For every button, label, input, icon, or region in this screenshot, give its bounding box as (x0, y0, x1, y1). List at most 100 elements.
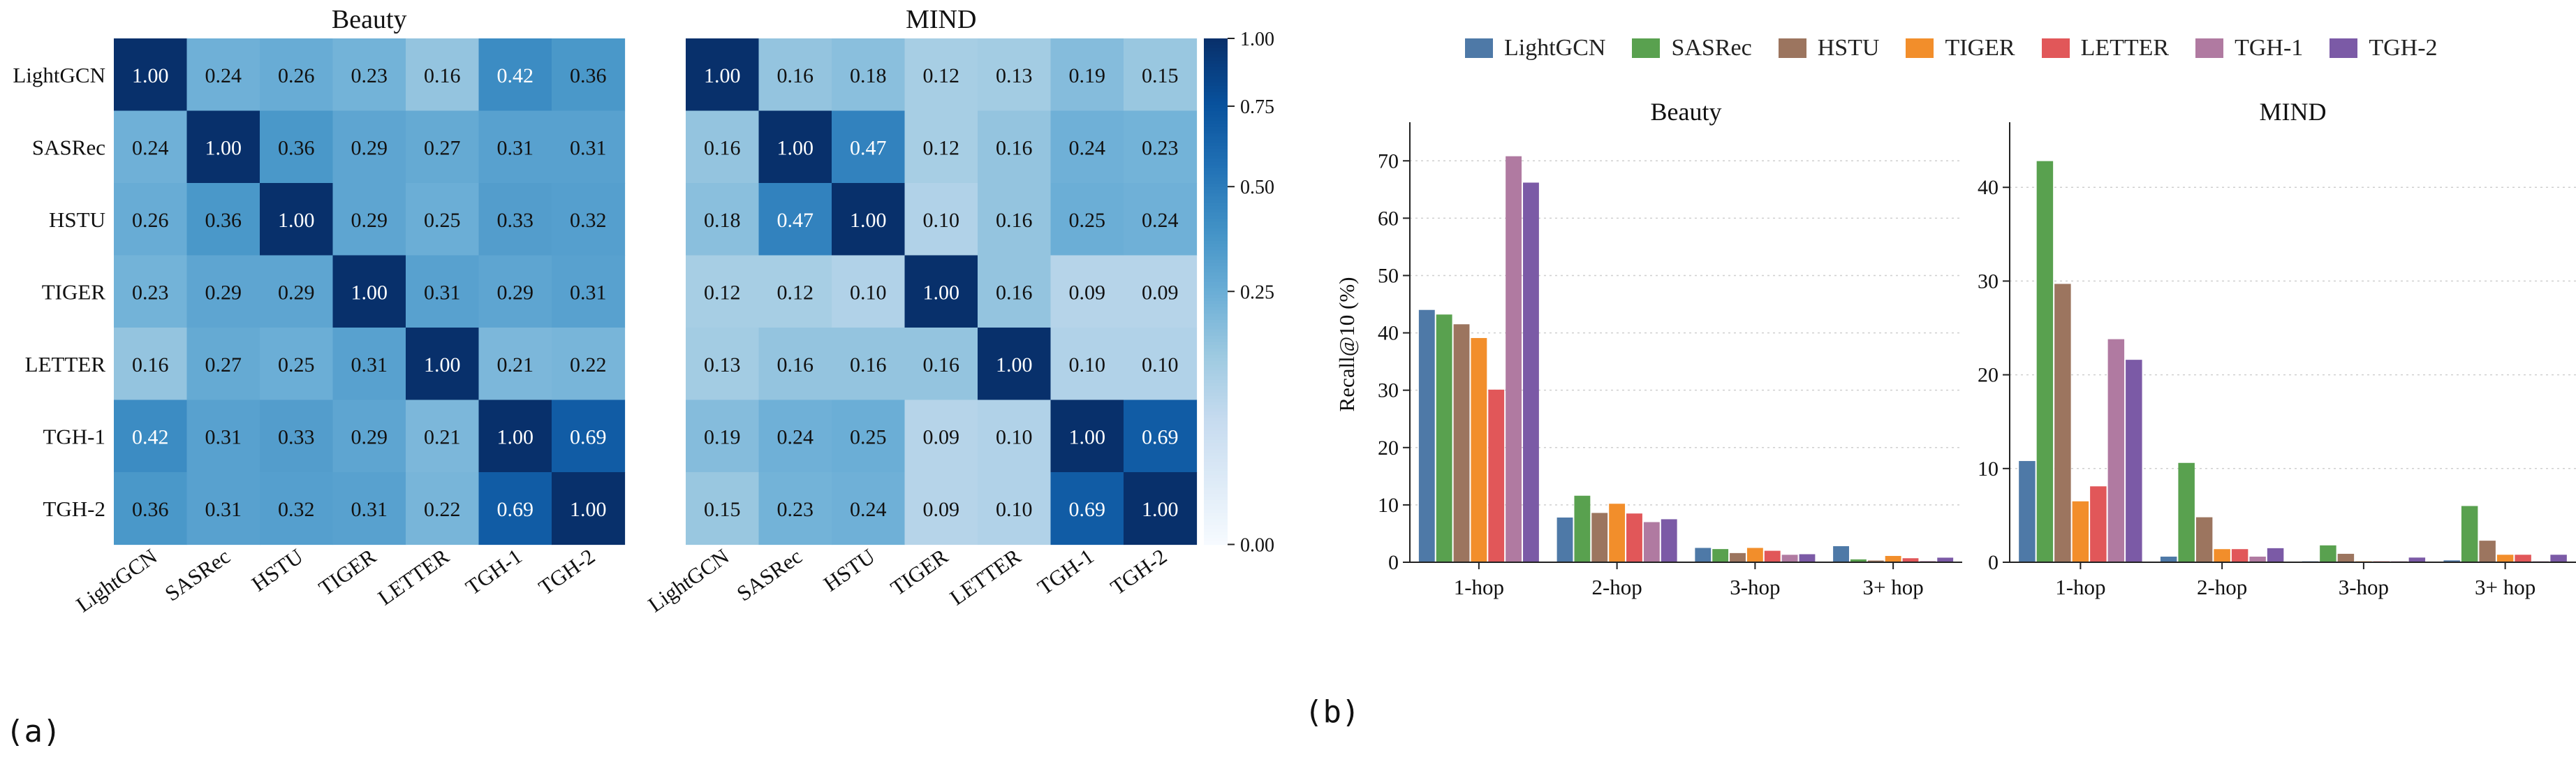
colorbar-segment-148 (1204, 506, 1228, 511)
y-axis-label-0: Recall@10 (%) (1334, 277, 1359, 412)
heatmap-cell-label-1-0-1: 0.16 (777, 64, 814, 87)
heatmap-cell-0-3-4 (406, 255, 480, 328)
colorbar-segment-41 (1204, 168, 1228, 172)
heatmap-cell-1-0-2 (832, 38, 906, 112)
heatmap-cell-0-1-4 (406, 110, 480, 184)
heatmap-cell-1-6-0 (686, 472, 760, 545)
legend-swatch (1465, 38, 1493, 58)
heatmap-cell-1-3-3 (904, 255, 978, 328)
heatmap-cell-0-6-1 (186, 472, 260, 545)
heatmap-cell-1-5-4 (978, 400, 1052, 473)
bar-0-1-3 (1850, 559, 1867, 562)
colorbar-segment-0 (1204, 38, 1228, 43)
heatmap-col-label-0-4: LETTER (374, 543, 454, 610)
colorbar-segment-146 (1204, 500, 1228, 504)
colorbar-segment-5 (1204, 54, 1228, 58)
legend-swatch (1778, 38, 1806, 58)
bar-0-5-1 (1643, 522, 1660, 562)
heatmap-col-label-1-2: HSTU (819, 544, 879, 596)
colorbar-segment-123 (1204, 427, 1228, 432)
colorbar-segment-158 (1204, 538, 1228, 542)
legend-swatch (2195, 38, 2224, 58)
panel-label-b: (b) (1304, 694, 1360, 730)
heatmap-col-label-0-0: LightGCN (72, 544, 162, 617)
colorbar-segment-56 (1204, 215, 1228, 219)
colorbar-segment-117 (1204, 408, 1228, 413)
heatmap-cell-1-4-4 (978, 328, 1052, 401)
y-tick-label-0-6: 60 (1378, 207, 1399, 230)
colorbar-segment-36 (1204, 152, 1228, 156)
heatmap-cell-label-1-6-0: 0.15 (704, 498, 741, 521)
heatmap-cell-label-1-3-1: 0.12 (777, 281, 814, 304)
heatmap-cell-1-3-2 (832, 255, 906, 328)
heatmap-cell-label-1-3-0: 0.12 (704, 281, 741, 304)
bar-0-0-2 (1695, 548, 1712, 562)
colorbar-segment-98 (1204, 348, 1228, 353)
heatmap-cell-1-0-6 (1124, 38, 1198, 112)
colorbar-segment-19 (1204, 98, 1228, 103)
legend-label: LETTER (2080, 35, 2170, 61)
colorbar-segment-25 (1204, 117, 1228, 122)
heatmap-cell-0-6-0 (114, 472, 188, 545)
heatmap-cell-label-0-0-0: 1.00 (132, 64, 169, 87)
colorbar-segment-102 (1204, 360, 1228, 365)
legend-item: TIGER (1906, 35, 2015, 61)
heatmap-cell-1-0-5 (1050, 38, 1124, 112)
colorbar-segment-7 (1204, 60, 1228, 65)
colorbar-segment-150 (1204, 513, 1228, 517)
colorbar-segment-73 (1204, 269, 1228, 273)
heatmap-cell-label-0-4-5: 0.21 (497, 353, 534, 376)
colorbar-segment-134 (1204, 462, 1228, 467)
colorbar-segment-50 (1204, 196, 1228, 200)
legend-swatch (2330, 38, 2358, 58)
heatmap-cell-1-1-2 (832, 110, 906, 184)
colorbar-segment-75 (1204, 275, 1228, 279)
heatmap-cell-1-5-2 (832, 400, 906, 473)
heatmap-cell-label-1-0-6: 0.15 (1142, 64, 1179, 87)
heatmap-cell-0-6-3 (332, 472, 406, 545)
colorbar-segment-140 (1204, 481, 1228, 485)
colorbar-segment-14 (1204, 82, 1228, 87)
colorbar-segment-124 (1204, 430, 1228, 434)
y-tick-label-0-1: 10 (1378, 494, 1399, 517)
heatmap-cell-1-4-0 (686, 328, 760, 401)
colorbar-segment-16 (1204, 89, 1228, 93)
colorbar-segment-92 (1204, 329, 1228, 333)
heatmap-cell-label-1-2-2: 1.00 (850, 209, 887, 232)
colorbar-segment-69 (1204, 256, 1228, 261)
heatmap-cell-label-0-2-2: 1.00 (278, 209, 315, 232)
heatmap-cell-label-0-4-2: 0.25 (278, 353, 315, 376)
colorbar-segment-120 (1204, 418, 1228, 422)
panel-label-a: (a) (6, 714, 61, 749)
heatmap-col-label-1-6: TGH-2 (1106, 544, 1171, 600)
legend-label: TGH-2 (2369, 35, 2438, 61)
heatmap-cell-label-1-2-4: 0.16 (996, 209, 1033, 232)
colorbar-segment-101 (1204, 358, 1228, 362)
heatmap-cell-0-5-4 (406, 400, 480, 473)
bar-0-2-1 (1591, 513, 1608, 562)
bar-1-3-1 (2214, 549, 2230, 562)
colorbar-segment-64 (1204, 240, 1228, 245)
heatmap-cell-label-1-1-4: 0.16 (996, 136, 1033, 159)
heatmap-cell-label-1-6-6: 1.00 (1142, 498, 1179, 521)
heatmap-cell-0-2-5 (478, 183, 552, 256)
heatmap-cell-label-1-0-3: 0.12 (923, 64, 960, 87)
colorbar-segment-159 (1204, 541, 1228, 545)
heatmap-cell-label-0-4-4: 1.00 (424, 353, 461, 376)
colorbar-segment-46 (1204, 184, 1228, 188)
heatmap-cell-label-1-5-0: 0.19 (704, 425, 741, 448)
heatmap-cell-1-6-5 (1050, 472, 1124, 545)
colorbar-segment-139 (1204, 478, 1228, 482)
colorbar-segment-1 (1204, 41, 1228, 45)
bar-0-0-3 (1833, 546, 1849, 562)
heatmap-cell-label-1-2-6: 0.24 (1142, 209, 1179, 232)
heatmap-cell-label-1-5-1: 0.24 (777, 425, 814, 448)
colorbar-segment-126 (1204, 437, 1228, 441)
heatmap-cell-label-0-3-6: 0.31 (570, 281, 607, 304)
heatmap-cell-label-0-1-2: 0.36 (278, 136, 315, 159)
heatmap-cell-label-1-1-1: 1.00 (777, 136, 814, 159)
colorbar-segment-157 (1204, 534, 1228, 539)
colorbar-segment-35 (1204, 149, 1228, 153)
bar-1-2-3 (2479, 541, 2496, 562)
